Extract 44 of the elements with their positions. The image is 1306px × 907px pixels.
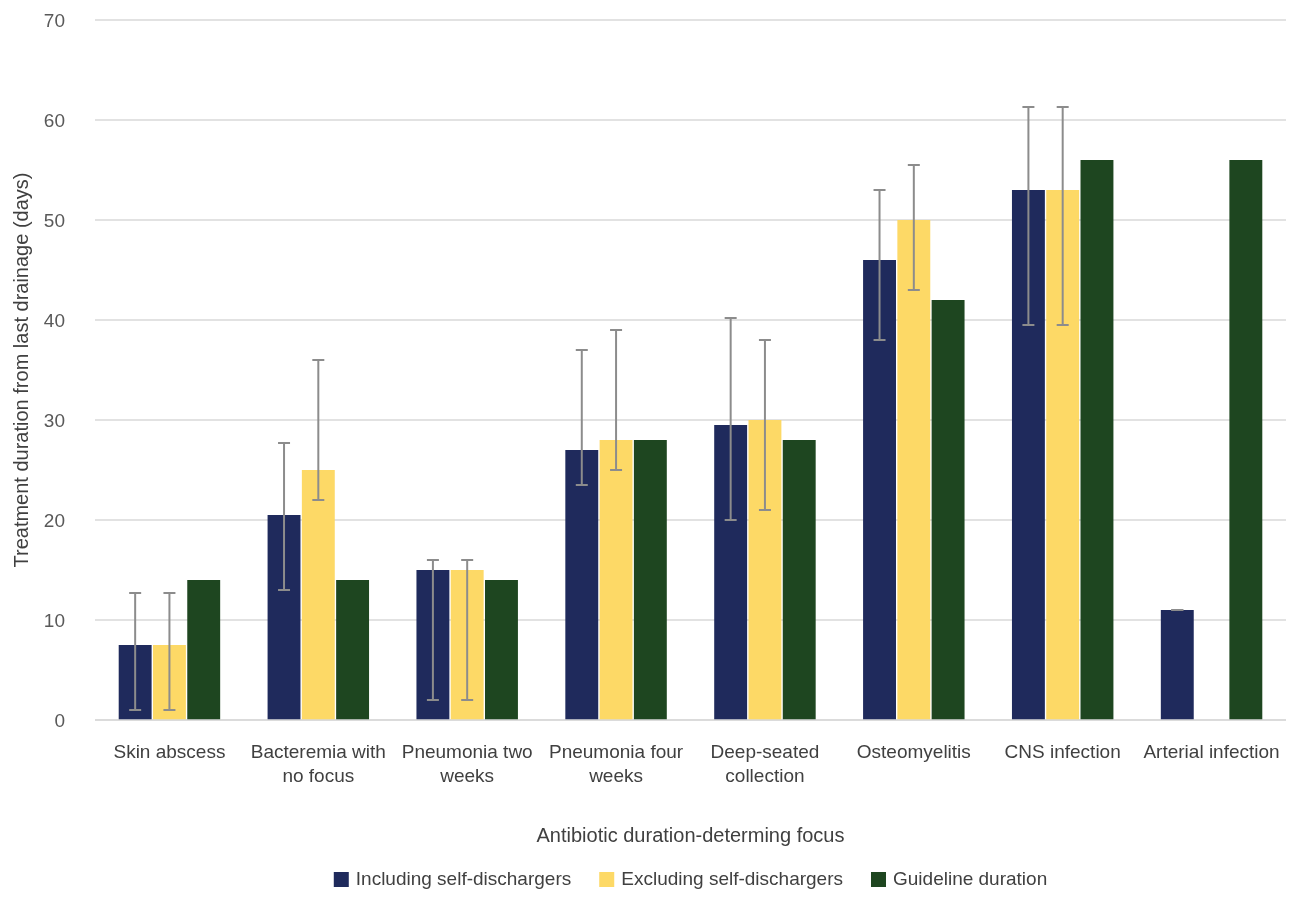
bar [267,515,301,720]
bar [152,645,186,720]
bar [782,440,816,720]
x-tick-label: Deep-seated collection [710,741,820,786]
bar [633,440,667,720]
x-tick-label: Pneumonia two weeks [401,741,533,786]
bar [301,470,335,720]
y-tick-label: 10 [43,609,65,631]
bar [336,580,370,720]
bar [714,425,748,720]
bar [748,420,782,720]
x-tick-label: Skin abscess [113,741,226,762]
x-tick-label: Bacteremia with no focus [250,741,386,786]
x-axis-title: Antibiotic duration-determing focus [536,824,845,846]
x-tick-label: Osteomyelitis [856,741,971,762]
y-tick-label: 40 [43,309,65,331]
bar [599,440,633,720]
y-tick-label: 60 [43,109,65,131]
bar [187,580,221,720]
y-tick-label: 30 [43,409,65,431]
y-tick-label: 0 [54,709,65,731]
bar [1011,190,1045,720]
bar [1229,160,1263,720]
bar [1160,610,1194,720]
bar [1080,160,1114,720]
x-tick-label: Pneumonia four weeks [548,741,684,786]
bar [485,580,518,720]
bar [565,450,599,720]
y-axis-title: Treatment duration from last drainage (days) [10,172,32,568]
bar [118,645,152,720]
y-tick-label: 20 [43,509,65,531]
bar [416,570,450,720]
bar [450,570,484,720]
bar [1046,190,1080,720]
y-tick-label: 70 [43,9,65,31]
bar [931,300,965,720]
bar [863,260,896,720]
bar [897,220,931,720]
y-tick-label: 50 [43,209,65,231]
legend-label: Guideline duration [893,868,1048,889]
x-tick-label: Arterial infection [1143,741,1280,762]
legend-label: Including self-dischargers [355,868,572,889]
x-tick-label: CNS infection [1004,741,1121,762]
legend-label: Excluding self-dischargers [621,868,843,889]
